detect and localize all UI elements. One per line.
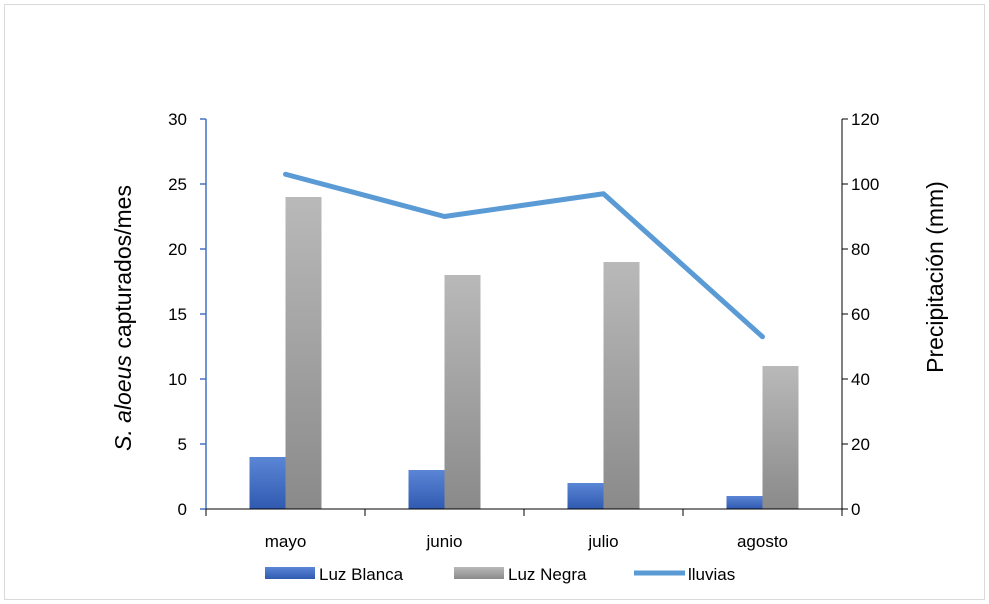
y-tick-label: 30: [168, 110, 187, 129]
y-tick-label: 15: [168, 305, 187, 324]
bar-luz-blanca-julio: [567, 483, 604, 509]
x-tick-label: agosto: [737, 532, 788, 551]
legend-swatch-luz-negra: [454, 567, 504, 579]
legend-swatch-luz-blanca: [265, 567, 315, 579]
y2-tick-label: 0: [851, 500, 860, 519]
bar-luz-blanca-agosto: [726, 496, 763, 509]
y2-tick-label: 120: [851, 110, 879, 129]
bar-luz-blanca-junio: [408, 470, 445, 509]
y2-tick-label: 60: [851, 305, 870, 324]
y-axis-title: S. aloeus capturados/mes: [110, 185, 136, 451]
legend-label-lluvias: lluvias: [688, 565, 735, 584]
y2-axis-title: Precipitación (mm): [922, 181, 948, 373]
x-tick-label: mayo: [265, 532, 307, 551]
legend-label-luz-blanca: Luz Blanca: [319, 565, 404, 584]
y2-tick-label: 100: [851, 175, 879, 194]
y-tick-label: 0: [178, 500, 187, 519]
legend-label-luz-negra: Luz Negra: [508, 565, 587, 584]
y-tick-label: 25: [168, 175, 187, 194]
legend: Luz Blanca Luz Negra lluvias: [265, 565, 735, 584]
y-tick-label: 10: [168, 370, 187, 389]
y-axis-title-italic: S. aloeus: [110, 355, 136, 451]
bar-luz-negra-mayo: [285, 197, 322, 509]
y-tick-label: 5: [178, 435, 187, 454]
line-lluvias: [283, 171, 765, 340]
bar-luz-blanca-mayo: [249, 457, 286, 509]
x-tick-label: junio: [426, 532, 463, 551]
y-tick-label: 20: [168, 240, 187, 259]
bar-luz-negra-julio: [603, 262, 640, 509]
chart-frame: [4, 4, 985, 600]
y-axis-title-rest: capturados/mes: [110, 185, 136, 355]
x-tick-label: julio: [587, 532, 618, 551]
y2-tick-label: 40: [851, 370, 870, 389]
bar-luz-negra-agosto: [762, 366, 799, 509]
y2-tick-label: 20: [851, 435, 870, 454]
bar-luz-negra-junio: [444, 275, 481, 509]
y2-tick-label: 80: [851, 240, 870, 259]
